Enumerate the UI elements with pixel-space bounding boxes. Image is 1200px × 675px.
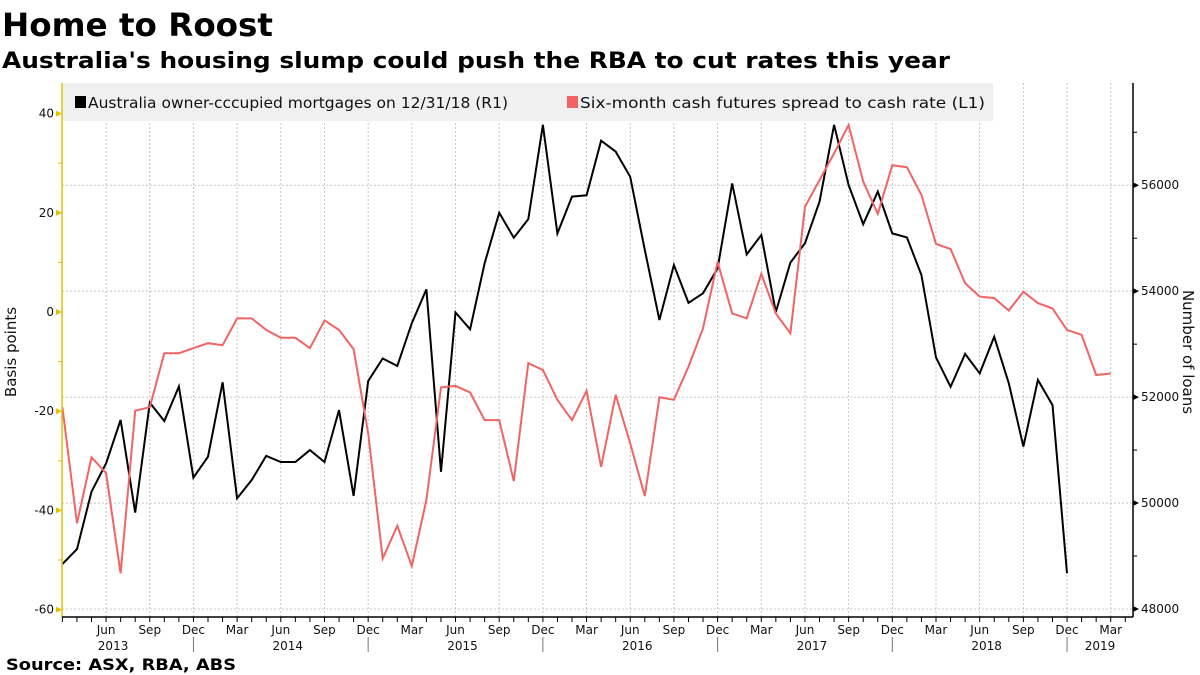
x-axis-tick-label: Mar xyxy=(925,623,948,637)
left-axis-tick-label: 20 xyxy=(39,206,54,220)
x-axis-year-label: 2014 xyxy=(273,639,304,653)
right-axis-tick-label: 50000 xyxy=(1141,496,1179,510)
x-axis-tick-label: Dec xyxy=(182,623,205,637)
x-axis-tick-label: Dec xyxy=(706,623,729,637)
left-axis-tick-arrow xyxy=(56,209,62,216)
right-axis-tick-label: 52000 xyxy=(1141,390,1179,404)
source-note: Source: ASX, RBA, ABS xyxy=(6,655,236,674)
x-axis-tick-label: Dec xyxy=(1055,623,1078,637)
chart-subtitle: Australia's housing slump could push the… xyxy=(2,49,950,74)
left-axis-tick-arrow xyxy=(56,606,62,613)
legend-background xyxy=(63,83,993,121)
series-line-spread xyxy=(61,122,1111,574)
x-axis-tick-label: Sep xyxy=(313,623,336,637)
x-axis-tick-label: Sep xyxy=(138,623,161,637)
x-axis-tick-label: Jun xyxy=(969,623,989,637)
x-axis-tick-label: Sep xyxy=(837,623,860,637)
x-axis-tick-label: Jun xyxy=(270,623,290,637)
right-axis-tick-arrow xyxy=(1133,606,1139,612)
x-axis-tick-label: Jun xyxy=(445,623,465,637)
x-axis-year-label: 2019 xyxy=(1085,639,1116,653)
left-axis-tick-label: -60 xyxy=(34,603,54,617)
x-axis-year-label: 2016 xyxy=(622,639,653,653)
right-axis-title: Number of loans xyxy=(1179,290,1197,414)
grid xyxy=(62,83,1133,617)
legend-swatch-spread xyxy=(567,96,578,108)
left-axis-tick-label: -40 xyxy=(34,503,54,517)
right-axis-tick-label: 48000 xyxy=(1141,602,1179,616)
series-layer xyxy=(61,122,1111,574)
x-axis-tick-label: Sep xyxy=(1012,623,1035,637)
x-axis-tick-label: Mar xyxy=(750,623,773,637)
right-axis-tick-arrow xyxy=(1133,182,1139,189)
left-axis-tick-label: -20 xyxy=(34,404,54,418)
x-axis-year-label: 2017 xyxy=(797,639,828,653)
legend-label-mortgages: Australia owner-cccupied mortgages on 12… xyxy=(88,94,508,112)
x-axis-tick-label: Mar xyxy=(1099,623,1122,637)
legend: Australia owner-cccupied mortgages on 12… xyxy=(63,83,993,121)
chart-title: Home to Roost xyxy=(2,6,273,44)
x-axis-year-label: 2015 xyxy=(447,639,478,653)
x-axis-tick-label: Jun xyxy=(620,623,640,637)
x-axis-tick-label: Jun xyxy=(795,623,815,637)
x-axis-tick-label: Jun xyxy=(96,623,116,637)
left-axis-title: Basis points xyxy=(2,307,20,397)
x-axis-tick-label: Dec xyxy=(357,623,380,637)
legend-label-spread: Six-month cash futures spread to cash ra… xyxy=(580,94,985,112)
series-line-mortgages xyxy=(61,124,1068,574)
x-axis-tick-label: Sep xyxy=(488,623,511,637)
x-axis-tick-label: Mar xyxy=(575,623,598,637)
right-axis-tick-arrow xyxy=(1133,500,1139,507)
left-axis-tick-arrow xyxy=(56,408,62,415)
right-axis-tick-arrow xyxy=(1133,288,1139,295)
axes: 40 20 0 -20 -40 -60 56000 54000 52000 50000 48000 J… xyxy=(34,83,1179,653)
x-axis-tick-label: Mar xyxy=(226,623,249,637)
left-axis-tick-arrow xyxy=(56,309,62,315)
x-axis-year-label: 2013 xyxy=(98,639,129,653)
right-axis-tick-label: 54000 xyxy=(1141,284,1179,298)
x-axis-tick-label: Dec xyxy=(881,623,904,637)
x-axis-tick-label: Mar xyxy=(401,623,424,637)
left-axis-tick-label: 0 xyxy=(46,305,54,319)
left-axis-tick-arrow xyxy=(56,507,62,514)
x-axis-year-label: 2018 xyxy=(971,639,1002,653)
right-axis-tick-arrow xyxy=(1133,394,1139,401)
left-axis-tick-arrow xyxy=(56,110,62,117)
x-axis-tick-label: Sep xyxy=(663,623,686,637)
left-axis-tick-label: 40 xyxy=(39,107,54,121)
x-axis-tick-label: Dec xyxy=(531,623,554,637)
legend-swatch-mortgages xyxy=(75,96,86,108)
right-axis-tick-label: 56000 xyxy=(1141,178,1179,192)
